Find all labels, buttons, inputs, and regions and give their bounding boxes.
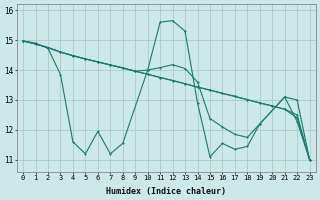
X-axis label: Humidex (Indice chaleur): Humidex (Indice chaleur) (106, 187, 226, 196)
